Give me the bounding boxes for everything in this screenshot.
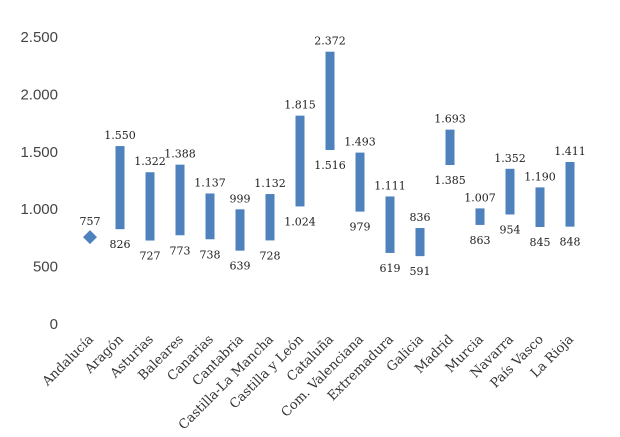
data-label-high: 1.493: [344, 136, 376, 149]
range-bar: [205, 193, 215, 240]
range-bar: [145, 172, 155, 241]
data-label-high: 1.132: [254, 177, 286, 190]
data-label-low: 848: [560, 236, 581, 249]
range-bar: [385, 196, 395, 253]
data-label: 757: [80, 215, 101, 228]
range-bar: [235, 209, 245, 251]
range-bar: [445, 129, 455, 166]
range-bar: [115, 146, 125, 230]
data-label-low: 863: [470, 234, 491, 247]
data-label-low: 591: [410, 265, 431, 278]
data-label-high: 1.411: [554, 145, 586, 158]
data-label-low: 727: [140, 250, 161, 263]
data-label-high: 1.550: [104, 129, 136, 142]
y-tick-label: 2.500: [20, 29, 58, 46]
data-label-low: 728: [260, 249, 281, 262]
data-label-high: 1.007: [464, 191, 496, 204]
data-label-high: 1.111: [374, 179, 406, 192]
range-bar: [295, 115, 305, 207]
data-label-high: 1.322: [134, 155, 166, 168]
data-label-low: 639: [230, 260, 251, 273]
range-bar: [415, 228, 425, 257]
data-label-high: 1.352: [494, 152, 526, 165]
data-label-high: 836: [410, 211, 431, 224]
data-label-high: 1.388: [164, 148, 196, 161]
data-label-high: 999: [230, 192, 251, 205]
range-bar: [175, 164, 185, 236]
range-bar: [475, 208, 485, 225]
range-bar: [355, 152, 365, 212]
data-label-high: 1.137: [194, 176, 226, 189]
y-tick-label: 1.500: [20, 144, 58, 161]
data-label-high: 1.815: [284, 99, 316, 112]
data-label-low: 979: [350, 221, 371, 234]
data-label-high: 1.693: [434, 113, 466, 126]
data-label-high: 1.190: [524, 170, 556, 183]
y-tick-label: 2.000: [20, 86, 58, 103]
y-tick-label: 0: [50, 316, 58, 333]
data-label-low: 619: [380, 262, 401, 275]
range-bar: [325, 51, 335, 150]
data-label-high: 2.372: [314, 35, 346, 48]
data-label-low: 738: [200, 248, 221, 261]
y-tick-label: 1.000: [20, 201, 58, 218]
data-point-marker: [83, 230, 97, 245]
y-tick-label: 500: [33, 259, 58, 276]
data-label-low: 1.024: [284, 215, 316, 228]
range-bar: [505, 168, 515, 215]
range-bar: [565, 162, 575, 227]
range-bar: [265, 194, 275, 241]
data-label-low: 773: [170, 244, 191, 257]
data-label-low: 826: [110, 238, 131, 251]
data-label-low: 1.385: [434, 174, 466, 187]
data-label-low: 845: [530, 236, 551, 249]
data-label-low: 1.516: [314, 159, 346, 172]
data-label-low: 954: [500, 223, 521, 236]
range-bar: [535, 187, 545, 227]
